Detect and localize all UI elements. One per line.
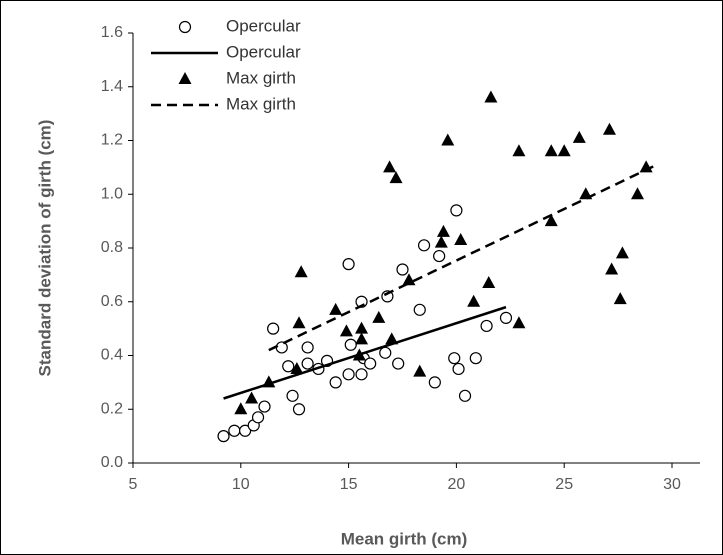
point [217,430,230,443]
point [417,239,431,252]
point [342,258,355,271]
point [239,424,252,437]
point [428,376,441,389]
point [434,235,448,248]
point [602,122,616,135]
point [372,310,386,323]
point [234,402,248,415]
point [605,262,619,275]
legend-label: Max girth [226,68,296,87]
point [413,364,427,377]
point [615,246,629,259]
point [379,346,392,359]
x-tick-label: 5 [129,476,138,493]
y-tick-label: 1.0 [101,185,123,202]
point [631,187,645,200]
y-tick-label: 0.0 [101,454,123,471]
y-axis-title: Standard deviation of girth (cm) [35,120,54,377]
trend-line [268,163,658,352]
point [292,403,306,416]
point [385,332,399,345]
legend-marker [178,20,192,34]
point [251,411,265,424]
point [355,321,369,334]
legend-bg [148,93,348,117]
x-tick-label: 20 [448,476,466,493]
point [544,214,558,227]
point [441,133,455,146]
y-tick-label: 0.2 [101,400,123,417]
point [355,332,369,345]
point [436,224,450,237]
point [448,352,461,365]
legend-label: Opercular [226,16,301,35]
point [352,348,366,361]
point [329,376,342,389]
y-tick-label: 0.6 [101,293,123,310]
point [482,275,496,288]
point [267,322,280,335]
point [557,144,571,157]
legend-marker [178,72,192,84]
point [339,324,353,337]
point [392,357,405,370]
point [469,352,482,365]
y-tick-label: 1.6 [101,24,123,41]
point [452,362,465,376]
x-axis-title: Mean girth (cm) [341,529,468,548]
point [245,391,259,404]
x-tick-label: 25 [555,476,573,493]
point [389,171,403,184]
y-tick-label: 1.4 [101,78,123,95]
point [499,311,513,324]
point [450,204,463,217]
legend-label: Opercular [226,42,301,61]
x-tick-label: 15 [340,476,358,493]
point [344,338,357,351]
point [613,292,627,305]
point [544,144,558,157]
point [413,303,426,316]
point [292,316,306,329]
point [228,424,241,437]
point [396,263,409,276]
point [458,389,472,402]
point [484,90,498,103]
y-tick-label: 0.8 [101,239,123,256]
y-tick-label: 0.4 [101,347,123,364]
point [329,302,343,315]
point [512,316,526,329]
point [355,368,368,381]
point [294,265,308,278]
point [512,144,526,157]
x-tick-label: 10 [232,476,250,493]
y-tick-label: 1.2 [101,132,123,149]
point [467,294,481,307]
point [364,357,377,370]
point [342,368,355,381]
point [275,341,288,354]
point [290,361,304,374]
point [383,160,397,173]
point [282,360,295,373]
point [301,341,314,354]
point [402,273,416,286]
x-tick-label: 30 [663,476,681,493]
point [286,389,299,402]
point [262,375,276,388]
point [258,400,271,413]
point [572,130,586,143]
legend-label: Max girth [226,94,296,113]
point [480,319,493,333]
point [454,232,468,245]
point [433,249,446,263]
point [301,357,314,370]
